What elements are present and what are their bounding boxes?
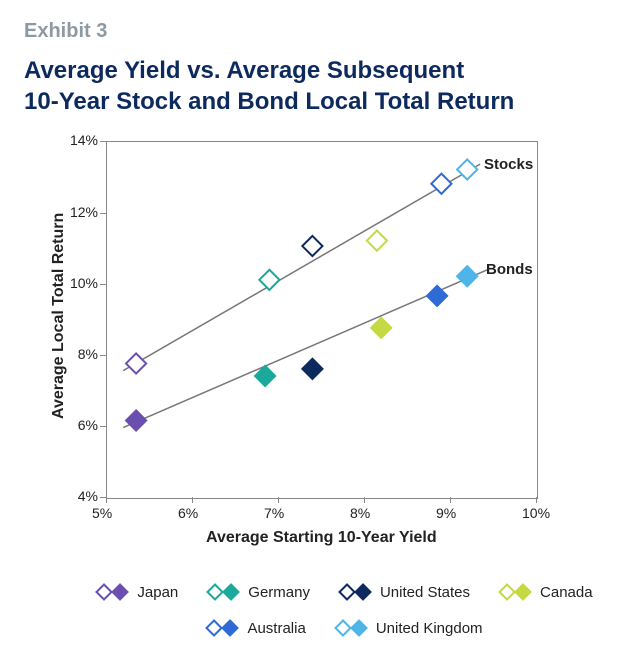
chart-title: Average Yield vs. Average Subsequent 10-… xyxy=(24,55,616,117)
legend-item: United States xyxy=(338,583,470,601)
chart-legend: Japan Germany United States Canada Australia… xyxy=(84,583,604,637)
series-label-bonds: Bonds xyxy=(486,261,533,278)
legend-item: Germany xyxy=(206,583,310,601)
chart-plot-area: 4%6%8%10%12%14%5%6%7%8%9%10%Average Loca… xyxy=(36,137,596,567)
marker-stocks xyxy=(259,270,279,290)
legend-label: Germany xyxy=(248,584,310,601)
marker-bonds xyxy=(371,318,391,338)
marker-stocks xyxy=(126,354,146,374)
legend-swatch xyxy=(206,583,242,601)
chart-title-line2: 10-Year Stock and Bond Local Total Retur… xyxy=(24,88,514,115)
legend-swatch xyxy=(498,583,534,601)
legend-label: United Kingdom xyxy=(376,620,483,637)
legend-swatch xyxy=(95,583,131,601)
chart-svg xyxy=(36,137,596,567)
marker-bonds xyxy=(302,359,322,379)
trend-line-stocks xyxy=(123,165,480,371)
legend-item: Japan xyxy=(95,583,178,601)
legend-swatch xyxy=(334,619,370,637)
legend-label: Japan xyxy=(137,584,178,601)
marker-stocks xyxy=(302,236,322,256)
exhibit-label: Exhibit 3 xyxy=(24,20,616,43)
series-label-stocks: Stocks xyxy=(484,156,533,173)
legend-item: United Kingdom xyxy=(334,619,483,637)
legend-swatch xyxy=(205,619,241,637)
legend-label: Canada xyxy=(540,584,593,601)
legend-label: Australia xyxy=(247,620,305,637)
legend-item: Australia xyxy=(205,619,305,637)
marker-stocks xyxy=(367,231,387,251)
chart-title-line1: Average Yield vs. Average Subsequent xyxy=(24,57,464,84)
marker-bonds xyxy=(457,267,477,287)
marker-bonds xyxy=(126,411,146,431)
legend-label: United States xyxy=(380,584,470,601)
legend-item: Canada xyxy=(498,583,593,601)
legend-swatch xyxy=(338,583,374,601)
